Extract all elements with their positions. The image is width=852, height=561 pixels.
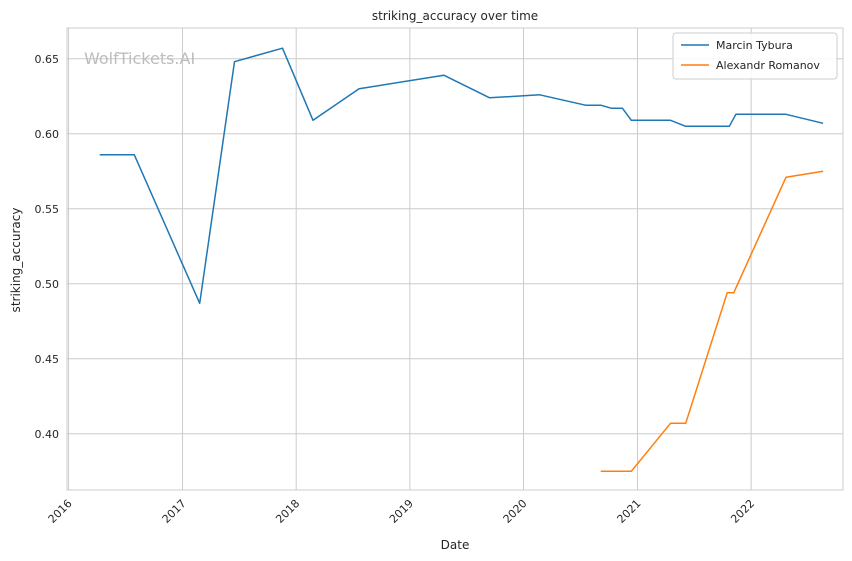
gridlines bbox=[67, 28, 843, 490]
legend-label: Alexandr Romanov bbox=[716, 59, 820, 72]
plot-border bbox=[66, 27, 844, 491]
x-axis-label: Date bbox=[441, 538, 470, 552]
legend-box bbox=[672, 32, 838, 80]
x-tick-label: 2018 bbox=[273, 497, 302, 526]
watermark: WolfTickets.AI bbox=[84, 49, 195, 68]
y-tick-label: 0.50 bbox=[35, 278, 60, 291]
y-tick-label: 0.55 bbox=[35, 203, 60, 216]
y-tick-label: 0.40 bbox=[35, 428, 60, 441]
legend: Marcin Tybura Alexandr Romanov bbox=[672, 32, 838, 80]
chart-title: striking_accuracy over time bbox=[372, 9, 538, 23]
x-tick-label: 2021 bbox=[615, 497, 644, 526]
y-tick-label: 0.60 bbox=[35, 128, 60, 141]
x-tick-label: 2022 bbox=[728, 497, 757, 526]
y-tick-label: 0.65 bbox=[35, 53, 60, 66]
series-line bbox=[600, 170, 824, 473]
y-tick-label: 0.45 bbox=[35, 353, 60, 366]
series-line bbox=[99, 47, 824, 305]
x-tick-label: 2017 bbox=[160, 497, 189, 526]
plot-frame bbox=[66, 27, 844, 491]
y-axis: 0.40 0.45 0.50 0.55 0.60 0.65 bbox=[35, 53, 60, 441]
x-tick-label: 2019 bbox=[387, 497, 416, 526]
x-tick-label: 2020 bbox=[501, 497, 530, 526]
x-tick-label: 2016 bbox=[46, 497, 75, 526]
x-axis: 2016 2017 2018 2019 2020 2021 2022 bbox=[46, 497, 758, 526]
series-lines bbox=[99, 47, 824, 473]
legend-label: Marcin Tybura bbox=[716, 39, 793, 52]
y-axis-label: striking_accuracy bbox=[9, 208, 23, 313]
